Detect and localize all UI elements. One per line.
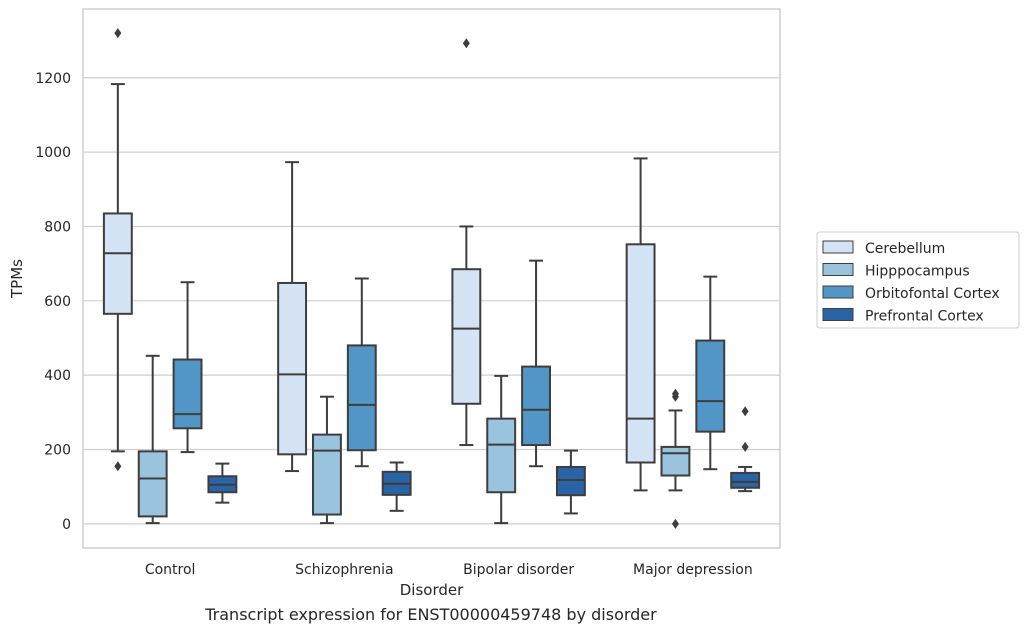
y-tick-label: 600 <box>44 294 71 310</box>
x-axis-label: Disorder <box>400 581 464 599</box>
outlier-point <box>741 406 749 417</box>
outlier-point <box>741 441 749 452</box>
box-iqr <box>695 339 726 433</box>
legend-swatch <box>822 263 854 276</box>
legend-swatch <box>822 285 854 299</box>
outlier-point <box>114 28 122 39</box>
y-tick-label: 200 <box>44 442 71 458</box>
box-iqr <box>172 358 203 430</box>
x-tick-label: Control <box>145 562 196 578</box>
x-tick-label: Schizophrenia <box>295 562 393 578</box>
box-iqr <box>730 471 761 489</box>
box-iqr <box>102 212 133 315</box>
legend-swatch <box>822 308 854 321</box>
outlier-point <box>462 38 470 49</box>
box-iqr <box>312 433 342 516</box>
legend-swatch <box>822 240 854 254</box>
figure-caption: Transcript expression for ENST0000045974… <box>205 605 657 624</box>
x-tick-label: Major depression <box>633 562 753 578</box>
box-iqr <box>625 243 656 464</box>
box-iqr <box>137 450 168 518</box>
box-iqr <box>555 465 586 497</box>
outlier-point <box>671 518 679 529</box>
y-axis-label: TPMs <box>8 259 26 299</box>
box-iqr <box>451 268 482 405</box>
y-tick-label: 1200 <box>35 71 71 87</box>
box-iqr <box>660 445 691 477</box>
outlier-point <box>114 461 122 472</box>
y-tick-label: 400 <box>44 368 71 384</box>
plot-frame <box>82 8 781 549</box>
outlier-point <box>671 388 679 399</box>
x-tick-label: Bipolar disorder <box>463 562 574 578</box>
y-tick-label: 800 <box>44 219 71 235</box>
y-tick-label: 1000 <box>35 145 71 161</box>
box-iqr <box>486 417 517 494</box>
box-iqr <box>521 365 551 447</box>
box-iqr <box>277 281 308 456</box>
legend-label: Orbitofontal Cortex <box>865 286 1000 302</box>
legend-label: Hipppocampus <box>865 264 970 280</box>
legend-label: Prefrontal Cortex <box>865 309 984 325</box>
y-tick-label: 0 <box>62 517 71 533</box>
box-iqr <box>346 344 377 452</box>
legend-box <box>816 231 1020 329</box>
legend-label: Cerebellum <box>865 241 945 257</box>
